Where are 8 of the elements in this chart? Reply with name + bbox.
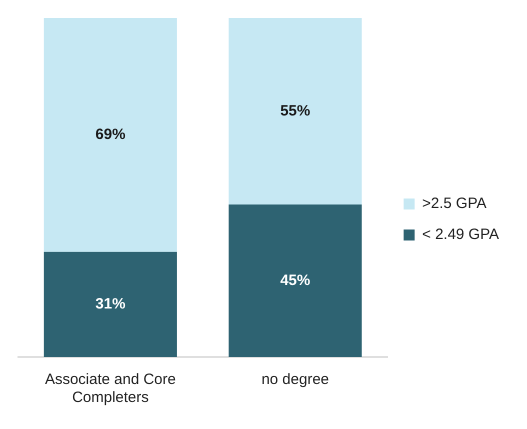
x-tick-label: Associate and Core Completers — [44, 371, 176, 406]
legend-label: < 2.49 GPA — [422, 226, 500, 244]
data-label: 45% — [280, 272, 310, 289]
x-tick-label: no degree — [261, 371, 330, 388]
legend-label: >2.5 GPA — [422, 195, 486, 212]
data-label: 69% — [95, 126, 126, 144]
data-label: 31% — [95, 296, 126, 313]
data-label: 55% — [280, 102, 310, 120]
